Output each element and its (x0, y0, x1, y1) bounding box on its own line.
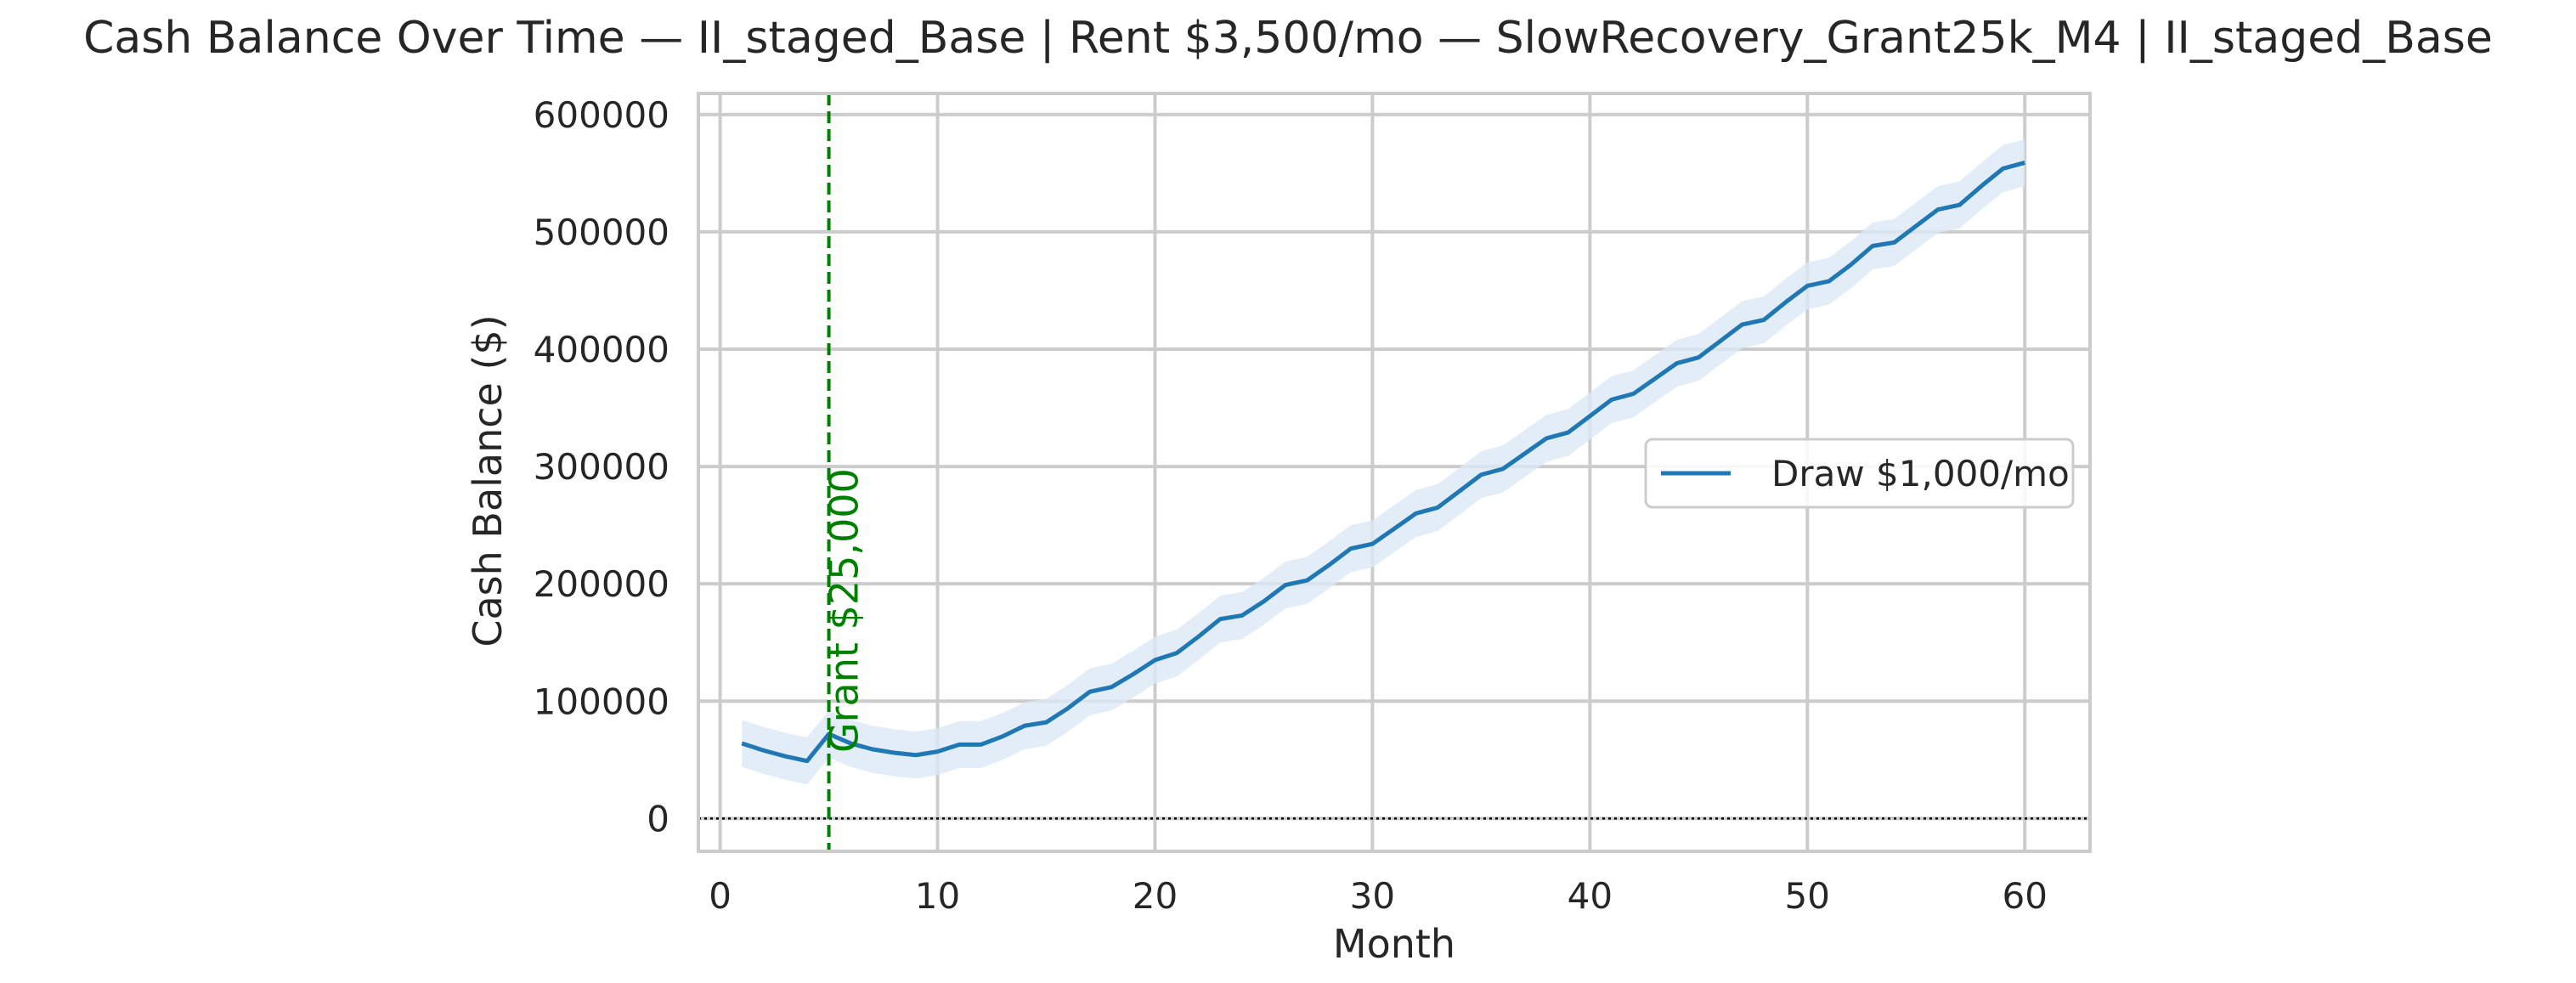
y-tick-label: 600000 (534, 94, 669, 136)
grant-annotation-label: Grant $25,000 (822, 468, 867, 753)
annotation-layer: Grant $25,000 (822, 468, 867, 753)
legend-label: Draw $1,000/mo (1771, 453, 2070, 494)
x-tick-label: 30 (1350, 875, 1395, 917)
x-tick-label: 40 (1568, 875, 1613, 917)
legend-box (1644, 438, 2075, 509)
y-tick-label: 500000 (534, 212, 669, 253)
y-tick-label: 400000 (534, 329, 669, 370)
chart-title: Cash Balance Over Time — II_staged_Base … (83, 13, 2493, 64)
y-tick-label: 0 (647, 798, 669, 839)
x-tick-label: 0 (709, 875, 732, 917)
legend: Draw $1,000/mo (1644, 438, 2075, 509)
y-axis-label: Cash Balance ($) (465, 314, 511, 647)
series-line (741, 161, 2025, 764)
x-tick-label: 20 (1133, 875, 1178, 917)
y-tick-label: 200000 (534, 563, 669, 605)
series-line-layer (741, 161, 2025, 764)
x-tick-label: 50 (1785, 875, 1830, 917)
plot-frame (697, 92, 2092, 853)
y-tick-label: 100000 (534, 681, 669, 722)
x-tick-label: 10 (915, 875, 960, 917)
tick-labels: 0 10 20 30 40 50 60 0 100000 200000 300000 400000 50… (534, 94, 2048, 917)
reference-layer (698, 93, 2090, 851)
x-axis-label: Month (1333, 921, 1455, 967)
y-tick-label: 300000 (534, 446, 669, 488)
x-tick-label: 60 (2002, 875, 2047, 917)
